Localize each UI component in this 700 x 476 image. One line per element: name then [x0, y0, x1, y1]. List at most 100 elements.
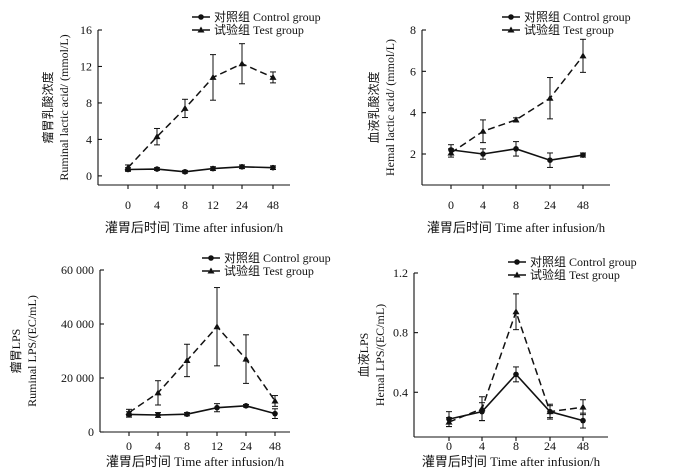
y-axis-label-cn: 瘤胃乳酸浓度 — [40, 71, 55, 143]
x-tick-label: 4 — [480, 198, 486, 212]
y-tick-label: 1.2 — [393, 266, 408, 280]
series-control-group — [448, 141, 586, 168]
y-axis-label-cn: 血液LPS — [356, 333, 371, 378]
y-tick-label: 40 000 — [61, 317, 94, 331]
y-axis-label-cn: 瘤胃LPS — [8, 329, 23, 374]
test-group-point — [579, 403, 587, 410]
x-tick-label: 24 — [544, 198, 556, 212]
control-group-point — [182, 168, 188, 175]
y-tick-label: 6 — [410, 64, 416, 78]
control-group-point — [513, 146, 519, 152]
test-group-point — [512, 308, 520, 315]
x-axis-label: 灌胃后时间 Time after infusion/h — [105, 220, 284, 235]
legend-circle-marker — [198, 14, 204, 20]
control-group-point — [184, 411, 190, 417]
test-group-point — [153, 133, 161, 140]
y-tick-label: 0.4 — [393, 385, 408, 399]
control-group-point — [214, 404, 220, 411]
test-group-point — [546, 94, 554, 101]
test-group-point — [238, 60, 246, 67]
legend-triangle-marker — [513, 271, 521, 278]
y-tick-label: 0 — [88, 425, 94, 439]
legend-entry: 对照组 Control group — [214, 10, 321, 24]
y-axis-label-en: Ruminal LPS/(EC/mL) — [25, 295, 39, 407]
y-tick-label: 60 000 — [61, 263, 94, 277]
test-group-point — [478, 405, 486, 412]
series-test-group — [125, 287, 279, 417]
x-tick-label: 8 — [513, 439, 519, 453]
x-axis-label: 灌胃后时间 Time after infusion/h — [422, 454, 601, 469]
test-group-line — [450, 55, 584, 154]
y-axis-label-en: Ruminal lactic acid/ (mmol/L) — [57, 34, 71, 180]
test-group-point — [512, 116, 520, 123]
control-group-point — [154, 166, 160, 172]
x-tick-label: 4 — [479, 439, 485, 453]
legend-triangle-marker — [507, 26, 515, 33]
test-group-point — [213, 323, 221, 330]
x-tick-label: 24 — [236, 198, 248, 212]
series-test-group — [124, 43, 277, 171]
y-axis-label-en: Hemal LPS/(EC/mL) — [373, 304, 387, 406]
test-group-point — [209, 73, 217, 80]
test-group-point — [579, 52, 587, 59]
x-axis-label: 灌胃后时间 Time after infusion/h — [106, 454, 285, 469]
legend-circle-marker — [514, 259, 520, 265]
x-tick-label: 24 — [240, 439, 252, 453]
legend-entry: 对照组 Control group — [224, 251, 331, 265]
control-group-line — [128, 405, 276, 416]
control-group-point — [243, 403, 249, 409]
test-group-point — [479, 127, 487, 134]
legend-entry: 试验组 Test group — [530, 267, 620, 282]
x-tick-label: 12 — [207, 198, 219, 212]
test-group-line — [128, 325, 276, 414]
x-tick-label: 48 — [269, 439, 281, 453]
control-group-point — [272, 410, 278, 417]
series-control-group — [125, 163, 276, 175]
legend-triangle-marker — [207, 267, 215, 274]
y-tick-label: 0.8 — [393, 326, 408, 340]
control-group-point — [270, 164, 276, 171]
test-group-point — [445, 418, 453, 425]
test-group-point — [546, 408, 554, 415]
control-group-point — [480, 151, 486, 157]
x-tick-label: 48 — [267, 198, 279, 212]
y-tick-label: 16 — [80, 23, 92, 37]
x-tick-label: 0 — [126, 439, 132, 453]
y-tick-label: 8 — [410, 23, 416, 37]
y-tick-label: 8 — [86, 96, 92, 110]
series-test-group — [445, 293, 587, 428]
control-group-point — [155, 412, 161, 418]
control-group-point — [580, 417, 586, 424]
x-tick-label: 24 — [544, 439, 556, 453]
test-group-point — [125, 409, 133, 416]
control-group-point — [239, 163, 245, 170]
y-tick-label: 20 000 — [61, 371, 94, 385]
test-group-point — [154, 389, 162, 396]
test-group-point — [124, 164, 132, 171]
test-group-point — [181, 104, 189, 111]
control-group-line — [127, 165, 274, 173]
x-tick-label: 12 — [211, 439, 223, 453]
legend-entry: 试验组 Test group — [224, 263, 314, 278]
x-tick-label: 0 — [448, 198, 454, 212]
legend-circle-marker — [208, 255, 214, 261]
series-control-group — [126, 403, 278, 419]
test-group-point — [269, 73, 277, 80]
x-tick-label: 48 — [577, 439, 589, 453]
series-test-group — [447, 38, 587, 158]
y-axis-label-en: Hemal lactic acid/ (mmol/L) — [383, 39, 397, 176]
x-tick-label: 8 — [182, 198, 188, 212]
series-control-group — [446, 366, 586, 429]
x-axis-label: 灌胃后时间 Time after infusion/h — [427, 220, 606, 235]
test-group-point — [447, 149, 455, 156]
y-tick-label: 4 — [86, 132, 92, 146]
y-tick-label: 4 — [410, 106, 416, 120]
x-tick-label: 4 — [154, 198, 160, 212]
